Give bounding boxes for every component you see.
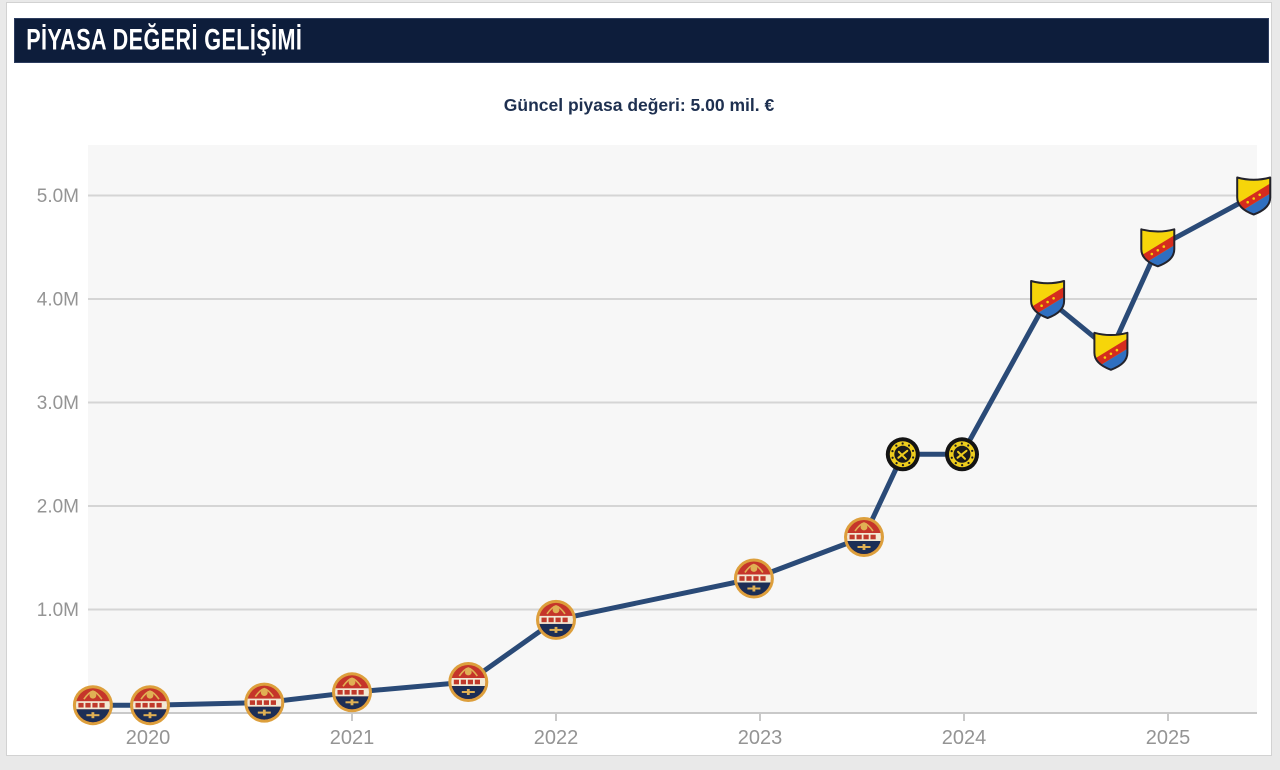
section-title: PİYASA DEĞERİ GELİŞİMİ — [26, 23, 303, 57]
section-header: PİYASA DEĞERİ GELİŞİMİ — [14, 18, 1269, 63]
data-point-crest[interactable] — [1093, 331, 1129, 372]
data-point-crest[interactable] — [733, 558, 774, 599]
content-card: PİYASA DEĞERİ GELİŞİMİ Güncel piyasa değ… — [6, 2, 1272, 756]
data-point-crest[interactable] — [945, 437, 979, 472]
data-point-crest[interactable] — [536, 599, 576, 640]
data-point-crest[interactable] — [1030, 280, 1066, 320]
data-point-crest[interactable] — [885, 437, 920, 472]
data-point-crest[interactable] — [1140, 228, 1176, 268]
data-point-crest[interactable] — [1236, 176, 1272, 217]
data-point-crest[interactable] — [72, 685, 113, 726]
data-point-crest[interactable] — [332, 672, 372, 713]
current-market-value-label: Güncel piyasa değeri: 5.00 mil. € — [503, 95, 775, 115]
data-point-crest[interactable] — [244, 682, 285, 723]
data-points — [72, 176, 1272, 726]
data-point-crest[interactable] — [448, 662, 489, 702]
data-point-crest[interactable] — [130, 685, 170, 726]
data-point-crest[interactable] — [844, 517, 884, 557]
